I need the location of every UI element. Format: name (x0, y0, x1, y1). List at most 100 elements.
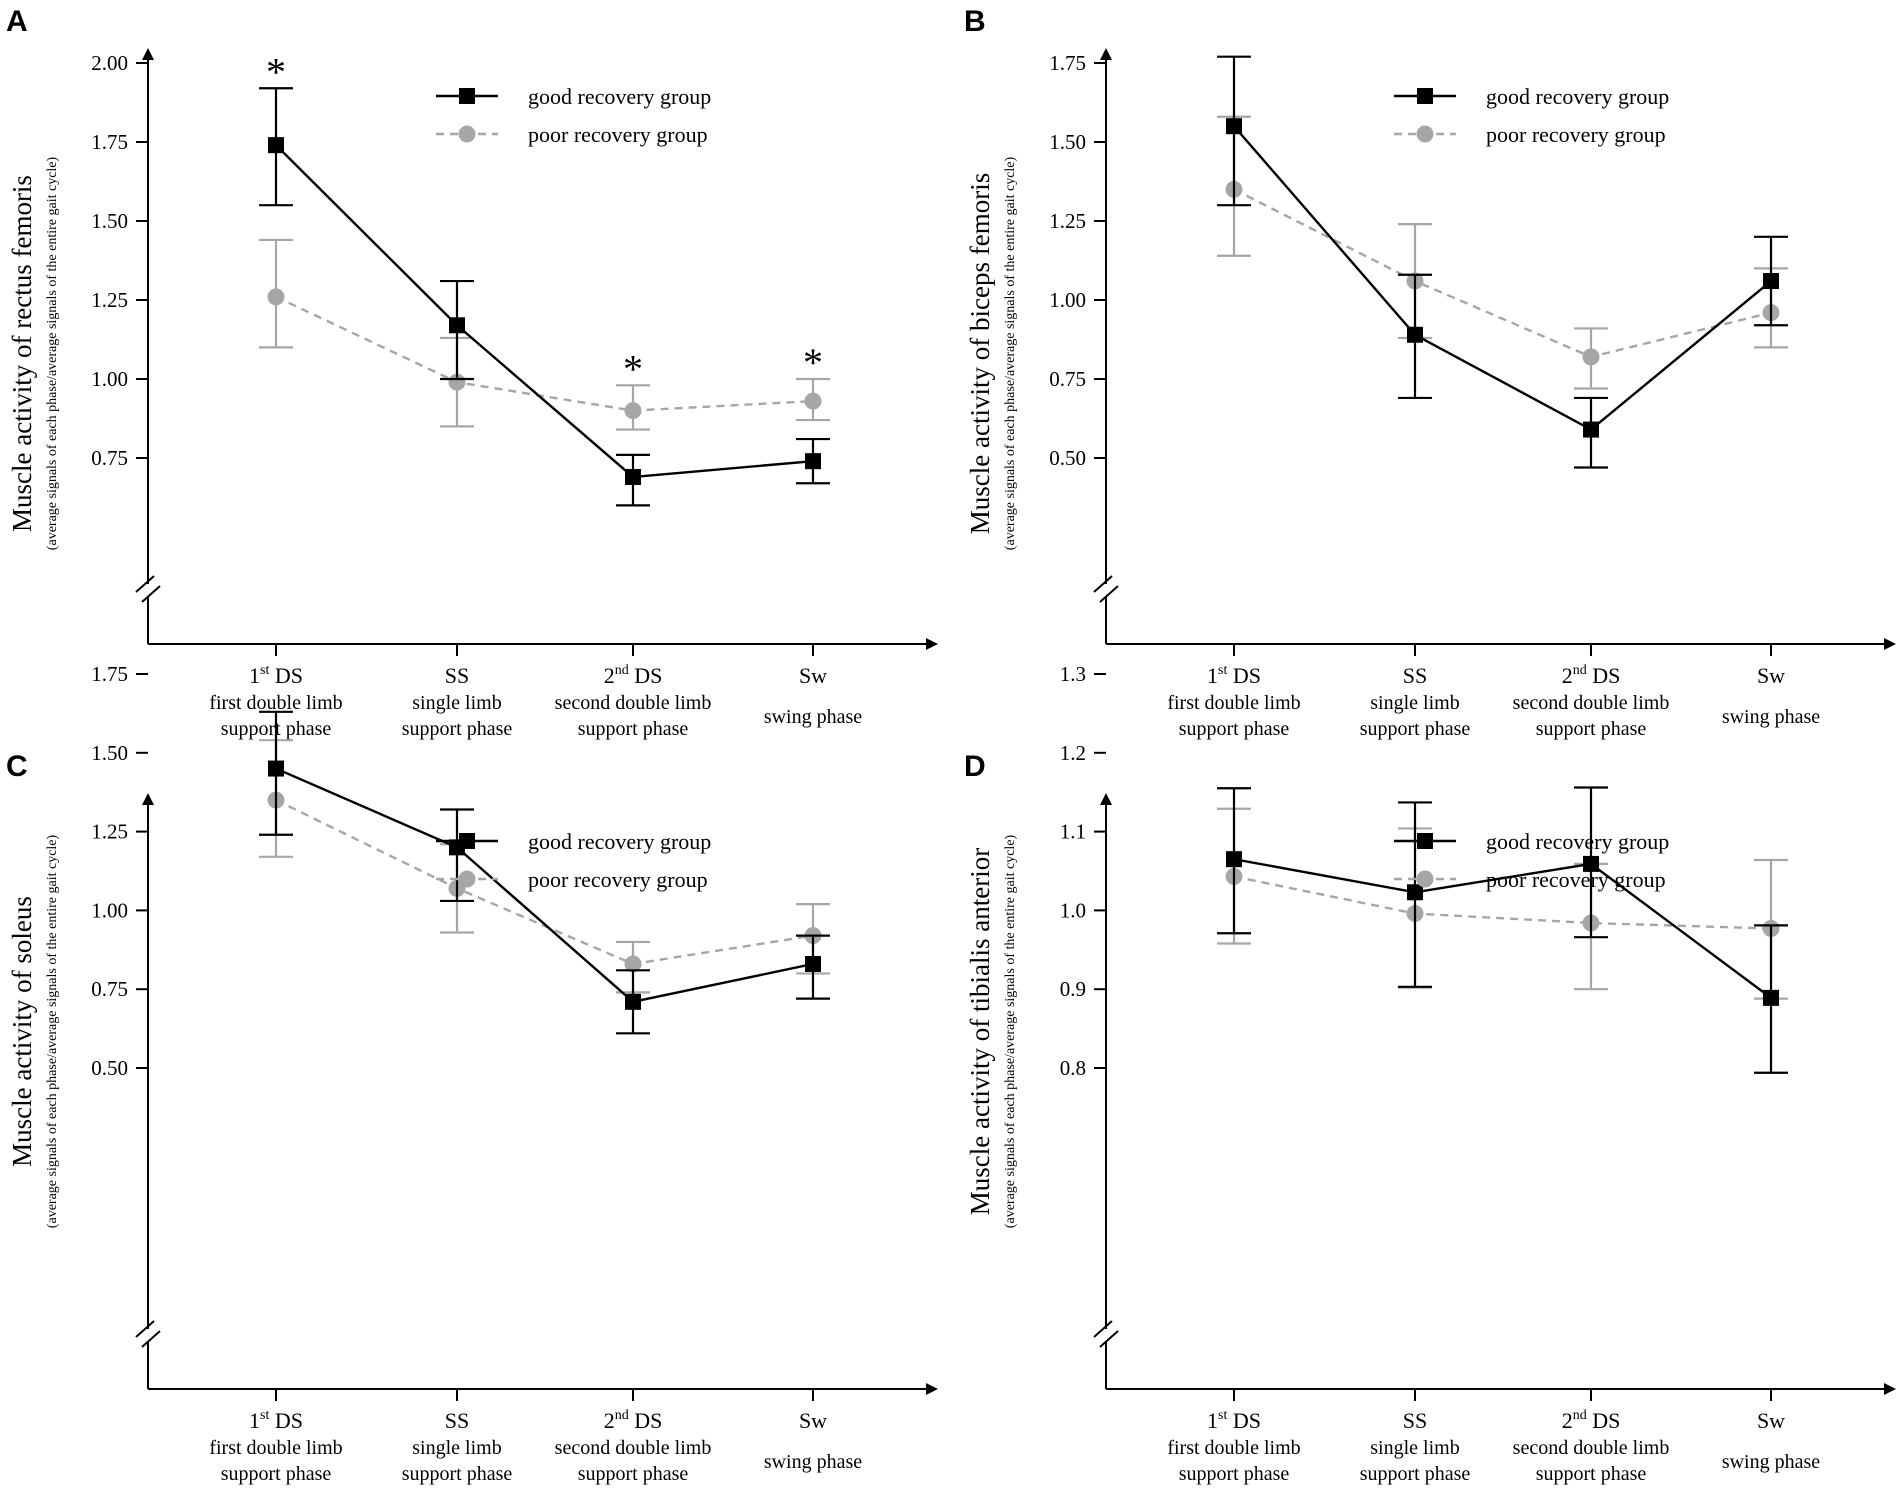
x-tick-label-desc: first double limb (1167, 1437, 1300, 1459)
legend-label-good: good recovery group (528, 84, 711, 109)
y-tick-label: 1.25 (91, 288, 128, 312)
x-tick-label-desc: support phase (221, 1463, 332, 1485)
x-tick-label-abbr: SS (445, 663, 469, 688)
y-tick-label: 1.75 (91, 662, 128, 686)
significance-asterisk: * (803, 340, 823, 385)
legend-label-poor: poor recovery group (1486, 122, 1666, 147)
y-tick-label: 0.75 (91, 977, 128, 1001)
panel-letter: C (6, 750, 28, 783)
legend-marker-good (459, 88, 475, 104)
x-tick-label-desc: first double limb (209, 1437, 342, 1459)
series-line-good (1233, 125, 1772, 431)
y-axis-title: Muscle activity of rectus femoris (7, 175, 37, 532)
x-abbr-sup: st (1218, 663, 1227, 678)
panel-letter: A (6, 5, 28, 38)
x-abbr-rest: DS (1227, 1408, 1261, 1433)
y-tick-label: 1.25 (1049, 209, 1086, 233)
x-tick-label-abbr: 2nd DS (604, 1408, 663, 1433)
y-axis-arrow (142, 48, 154, 60)
x-tick-label-desc: single limb (412, 1437, 501, 1459)
x-tick-label-abbr: 2nd DS (604, 663, 663, 688)
x-abbr-rest: DS (1587, 1408, 1621, 1433)
x-axis-arrow (926, 1383, 938, 1395)
axis-break-mark (1093, 575, 1113, 593)
legend-label-poor: poor recovery group (528, 122, 708, 147)
x-axis-arrow (1884, 638, 1896, 650)
x-abbr-main: SS (445, 663, 469, 688)
y-tick-label: 0.8 (1060, 1056, 1086, 1080)
legend-label-good: good recovery group (1486, 84, 1669, 109)
significance-asterisk: * (266, 49, 286, 94)
x-tick-label-desc: swing phase (764, 706, 862, 728)
point-good (1583, 855, 1599, 872)
legend: good recovery group poor recovery group (436, 84, 711, 147)
point-good (625, 468, 641, 485)
x-abbr-rest: DS (629, 663, 663, 688)
x-tick-label-desc: first double limb (1167, 692, 1300, 714)
y-axis-subtitle: (average signals of each phase/average s… (45, 834, 60, 1228)
y-tick-label: 1.00 (91, 367, 128, 391)
significance-asterisk: * (623, 346, 643, 391)
x-tick-label-desc: support phase (402, 718, 513, 740)
x-tick-label-abbr: Sw (1757, 1408, 1785, 1433)
x-abbr-main: Sw (1757, 1408, 1785, 1433)
x-tick-label-abbr: 1st DS (249, 1408, 303, 1433)
x-abbr-main: 1 (1207, 663, 1218, 688)
legend-marker-poor (458, 125, 476, 143)
y-tick-label: 0.75 (1049, 367, 1086, 391)
series-line-poor (275, 295, 814, 412)
x-tick-label-desc: swing phase (764, 1451, 862, 1473)
point-poor (624, 955, 642, 973)
x-abbr-main: 1 (249, 1408, 260, 1433)
y-tick-label: 2.00 (91, 51, 128, 75)
x-tick-label-abbr: 1st DS (249, 663, 303, 688)
x-tick-label-desc: first double limb (209, 692, 342, 714)
point-good (1407, 326, 1423, 343)
x-tick-label-desc: support phase (1360, 718, 1471, 740)
y-tick-label: 1.3 (1060, 662, 1086, 686)
legend: good recovery group poor recovery group (1394, 829, 1669, 892)
x-tick-label-desc: single limb (1370, 692, 1459, 714)
series-good (1217, 786, 1788, 1074)
x-abbr-main: Sw (1757, 663, 1785, 688)
point-good (805, 955, 821, 972)
series-good (259, 87, 830, 507)
x-abbr-main: Sw (799, 663, 827, 688)
x-tick-label-abbr: SS (1403, 1408, 1427, 1433)
point-good (1763, 989, 1779, 1006)
x-abbr-rest: DS (269, 663, 303, 688)
axis-break-mark (135, 1320, 155, 1338)
x-tick-label-desc: second double limb (1513, 1437, 1670, 1459)
x-abbr-main: SS (445, 1408, 469, 1433)
y-axis-title: Muscle activity of tibialis anterior (965, 848, 995, 1215)
y-tick-label: 1.0 (1060, 898, 1086, 922)
panel-letter: B (964, 5, 986, 38)
y-tick-label: 1.1 (1060, 820, 1086, 844)
y-tick-label: 1.50 (1049, 130, 1086, 154)
series-good (1217, 55, 1788, 469)
point-good (805, 453, 821, 470)
legend-marker-poor (1416, 125, 1434, 143)
x-abbr-rest: DS (1587, 663, 1621, 688)
x-tick-label-abbr: Sw (1757, 663, 1785, 688)
panel-B: B 0.50 0.75 1.00 1.25 1.50 1.75 1st DS first dou… (964, 5, 1896, 740)
x-abbr-main: SS (1403, 1408, 1427, 1433)
legend-marker-poor (458, 870, 476, 888)
legend: good recovery group poor recovery group (1394, 84, 1669, 147)
y-axis-subtitle: (average signals of each phase/average s… (1003, 156, 1018, 550)
x-abbr-sup: st (260, 663, 269, 678)
y-tick-label: 1.75 (91, 130, 128, 154)
x-abbr-rest: DS (1227, 663, 1261, 688)
point-good (449, 317, 465, 334)
x-tick-label-desc: second double limb (555, 692, 712, 714)
x-tick-label-abbr: 1st DS (1207, 663, 1261, 688)
point-poor (1582, 348, 1600, 366)
point-good (1407, 884, 1423, 901)
x-abbr-rest: DS (269, 1408, 303, 1433)
y-tick-label: 1.00 (91, 898, 128, 922)
x-abbr-main: Sw (799, 1408, 827, 1433)
x-tick-label-abbr: 2nd DS (1562, 663, 1621, 688)
x-tick-label-desc: support phase (1536, 1463, 1647, 1485)
x-tick-label-desc: support phase (578, 718, 689, 740)
